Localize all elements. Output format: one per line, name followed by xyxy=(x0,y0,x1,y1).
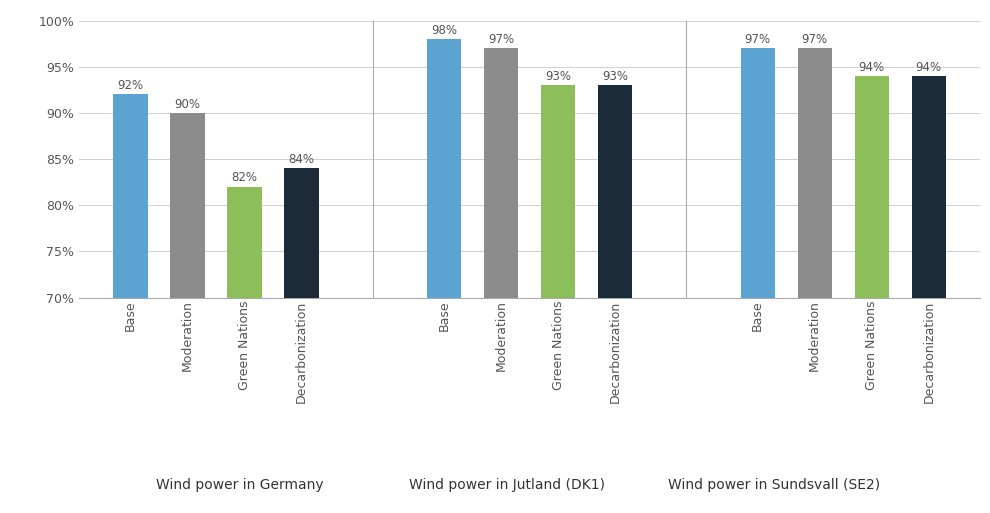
Bar xyxy=(598,85,633,298)
Bar xyxy=(170,113,205,298)
Bar xyxy=(427,39,461,298)
Text: Wind power in Sundsvall (SE2): Wind power in Sundsvall (SE2) xyxy=(668,479,880,492)
Bar xyxy=(798,48,832,298)
Bar xyxy=(741,48,775,298)
Bar xyxy=(284,168,319,298)
Text: 84%: 84% xyxy=(288,153,315,166)
Bar xyxy=(542,85,575,298)
Text: 94%: 94% xyxy=(916,61,941,74)
Text: Wind power in Jutland (DK1): Wind power in Jutland (DK1) xyxy=(410,479,605,492)
Bar xyxy=(912,76,945,298)
Text: 98%: 98% xyxy=(431,24,457,37)
Text: 82%: 82% xyxy=(232,171,257,185)
Bar xyxy=(228,187,261,298)
Bar xyxy=(484,48,518,298)
Text: 93%: 93% xyxy=(545,70,571,83)
Text: 94%: 94% xyxy=(858,61,885,74)
Text: 90%: 90% xyxy=(174,97,201,111)
Text: 97%: 97% xyxy=(744,33,771,46)
Bar xyxy=(854,76,889,298)
Text: 97%: 97% xyxy=(488,33,514,46)
Text: Wind power in Germany: Wind power in Germany xyxy=(156,479,324,492)
Text: 92%: 92% xyxy=(118,79,144,92)
Text: 93%: 93% xyxy=(602,70,629,83)
Bar xyxy=(114,94,148,298)
Text: 97%: 97% xyxy=(802,33,828,46)
